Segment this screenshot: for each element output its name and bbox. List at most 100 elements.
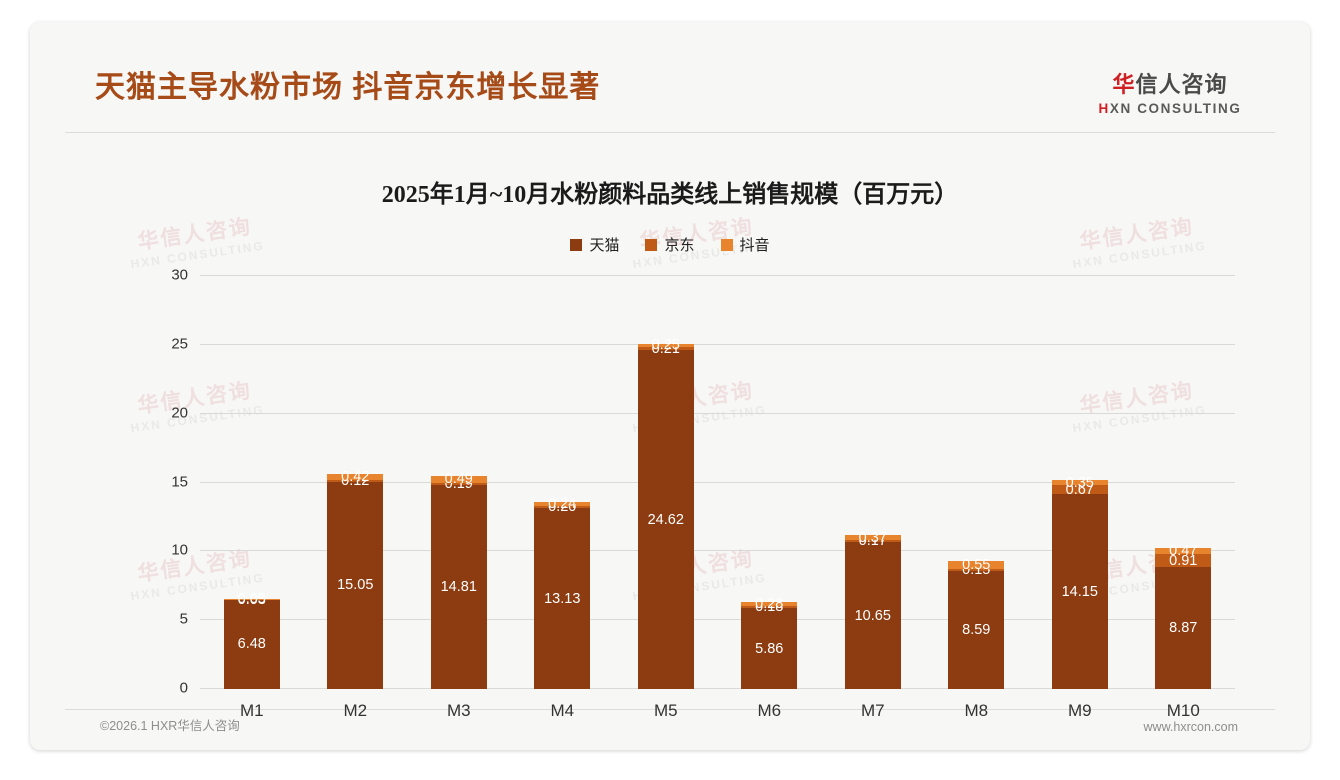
y-axis-tick-label: 5 [179, 610, 188, 628]
bar-value-label: 0.47 [1169, 543, 1198, 560]
y-axis-tick-label: 30 [171, 266, 188, 284]
stacked-bar[interactable]: 5.86 0.18 0.28 [741, 596, 798, 689]
bar-value-label: 5.86 [755, 640, 784, 657]
gridline: 20 [171, 404, 1235, 421]
stacked-bar[interactable]: 6.48 0.03 0.05 [223, 591, 280, 689]
x-axis-tick-label: M3 [446, 701, 471, 720]
legend-swatch-icon [645, 238, 658, 251]
bar-segment-天猫[interactable]: 15.05 [327, 481, 384, 689]
chart-title: 2025年1月~10月水粉颜料品类线上销售规模（百万元） [381, 182, 959, 208]
bar-value-label: 0.67 [1065, 481, 1094, 498]
bar-value-label: 0.35 [1065, 474, 1094, 491]
x-axis-tick-label: M5 [653, 701, 678, 720]
x-axis-tick-label: M10 [1166, 701, 1200, 720]
bar-value-label: 0.42 [341, 469, 370, 486]
bar-group[interactable]: 6.48 0.03 0.05 M1 [200, 276, 304, 720]
bar-group[interactable]: 15.05 0.12 0.42 M2 [304, 276, 408, 720]
stacked-bar[interactable]: 8.87 0.91 0.47 [1155, 543, 1212, 689]
y-axis-tick-label: 15 [171, 473, 188, 490]
bar-segment-天猫[interactable]: 14.15 [1051, 494, 1108, 689]
bar-segment-抖音[interactable]: 0.49 [430, 471, 487, 487]
bar-value-label: 14.81 [440, 579, 477, 596]
footer-copyright: ©2026.1 HXR华信人咨询 [100, 719, 240, 733]
legend-label: 抖音 [739, 237, 770, 254]
bar-segment-天猫[interactable]: 24.62 [637, 350, 694, 689]
logo-chinese-text: 华信人咨询 [1090, 72, 1250, 98]
slide-header: 天猫主导水粉市场 抖音京东增长显著 华信人咨询 HXN CONSULTING [30, 22, 1310, 133]
bar-group[interactable]: 13.13 0.20 0.24 M4 [511, 276, 615, 720]
gridline: 5 [180, 611, 1235, 628]
stacked-bar[interactable]: 10.65 0.17 0.37 [844, 530, 901, 689]
bar-segment-京东[interactable]: 0.91 [1155, 553, 1212, 569]
bar-value-label: 0.37 [858, 529, 887, 546]
bar-segment-京东[interactable]: 0.67 [1051, 482, 1108, 498]
bar-segment-天猫[interactable]: 14.81 [430, 485, 487, 689]
bar-segment-天猫[interactable]: 8.87 [1155, 566, 1212, 689]
stacked-bar[interactable]: 24.62 0.21 0.25 [637, 337, 694, 689]
bar-group[interactable]: 10.65 0.17 0.37 M7 [821, 276, 925, 720]
bar-group[interactable]: 5.86 0.18 0.28 M6 [718, 276, 822, 720]
bar-segment-抖音[interactable]: 0.47 [1155, 543, 1212, 559]
bar-segment-抖音[interactable]: 0.28 [741, 596, 798, 612]
gridline: 25 [171, 335, 1235, 352]
bar-value-label: 10.65 [854, 607, 891, 624]
x-axis-tick-label: M1 [239, 701, 264, 720]
bar-group[interactable]: 8.59 0.15 0.55 M8 [925, 276, 1029, 720]
bar-segment-抖音[interactable]: 0.05 [223, 591, 280, 607]
bar-group[interactable]: 14.81 0.19 0.49 M3 [407, 276, 511, 720]
bar-segment-天猫[interactable]: 13.13 [534, 508, 591, 689]
legend-item-抖音[interactable]: 抖音 [720, 234, 770, 255]
stacked-bar[interactable]: 13.13 0.20 0.24 [534, 496, 591, 689]
x-axis-tick-label: M6 [757, 701, 782, 720]
x-axis-tick-label: M9 [1067, 701, 1092, 720]
y-axis-tick-label: 20 [171, 404, 188, 422]
header-divider [65, 132, 1275, 133]
bar-value-label: 8.59 [962, 621, 991, 638]
chart-plot-area: 0 5 10 15 20 25 30 6.48 0.03 0.05 M1 15.05 0.12 0.42 M… [171, 267, 1236, 720]
y-axis-tick-label: 0 [179, 679, 188, 697]
bar-value-label: 13.13 [544, 590, 581, 607]
bar-value-label: 0.24 [548, 495, 577, 512]
gridline: 30 [171, 267, 1235, 284]
stacked-bar[interactable]: 15.05 0.12 0.42 [327, 469, 384, 689]
bar-value-label: 6.48 [237, 636, 266, 653]
bar-value-label: 0.55 [962, 556, 991, 573]
legend-item-天猫[interactable]: 天猫 [570, 234, 619, 255]
bar-segment-抖音[interactable]: 0.55 [948, 557, 1005, 573]
slide-card: 天猫主导水粉市场 抖音京东增长显著 华信人咨询 HXN CONSULTING 华… [30, 22, 1310, 750]
stacked-bar[interactable]: 14.81 0.19 0.49 [430, 471, 487, 689]
x-axis-tick-label: M4 [550, 701, 575, 720]
bar-segment-抖音[interactable]: 0.35 [1051, 475, 1108, 491]
bar-segment-抖音[interactable]: 0.42 [327, 469, 384, 485]
logo-english-text: HXN CONSULTING [1090, 100, 1250, 118]
legend-swatch-icon [720, 238, 733, 251]
stacked-bar[interactable]: 8.59 0.15 0.55 [948, 557, 1005, 689]
bar-value-label: 0.03 [237, 591, 266, 608]
page-title: 天猫主导水粉市场 抖音京东增长显著 [95, 71, 601, 104]
legend-swatch-icon [570, 238, 583, 251]
bar-segment-抖音[interactable]: 0.37 [844, 530, 901, 546]
footer-website: www.hxrcon.com [1143, 720, 1238, 734]
bar-segment-天猫[interactable]: 8.59 [948, 570, 1005, 689]
bar-group[interactable]: 8.87 0.91 0.47 M10 [1132, 276, 1236, 720]
bar-segment-抖音[interactable]: 0.24 [534, 496, 591, 512]
bar-segment-天猫[interactable]: 10.65 [844, 542, 901, 689]
legend-label: 京东 [664, 237, 695, 254]
bar-value-label: 24.62 [647, 511, 684, 528]
brand-logo: 华信人咨询 HXN CONSULTING [1090, 72, 1250, 118]
bar-segment-天猫[interactable]: 5.86 [741, 608, 798, 689]
legend-label: 天猫 [589, 237, 620, 254]
bar-value-label: 0.49 [444, 471, 473, 488]
bar-segment-天猫[interactable]: 6.48 [223, 599, 280, 689]
x-axis-tick-label: M7 [860, 701, 885, 720]
logo-accent-char: 华 [1112, 72, 1136, 97]
bar-group[interactable]: 24.62 0.21 0.25 M5 [614, 276, 718, 720]
chart-legend: 天猫 京东 抖音 [30, 234, 1310, 255]
legend-item-京东[interactable]: 京东 [645, 234, 695, 255]
bar-group[interactable]: 14.15 0.67 0.35 M9 [1028, 276, 1132, 720]
bar-value-label: 0.25 [651, 337, 680, 354]
logo-rest-chars: 信人咨询 [1135, 72, 1228, 97]
logo-en-rest: XN CONSULTING [1109, 101, 1242, 116]
bar-segment-抖音[interactable]: 0.25 [637, 337, 694, 353]
stacked-bar[interactable]: 14.15 0.67 0.35 [1051, 475, 1108, 689]
